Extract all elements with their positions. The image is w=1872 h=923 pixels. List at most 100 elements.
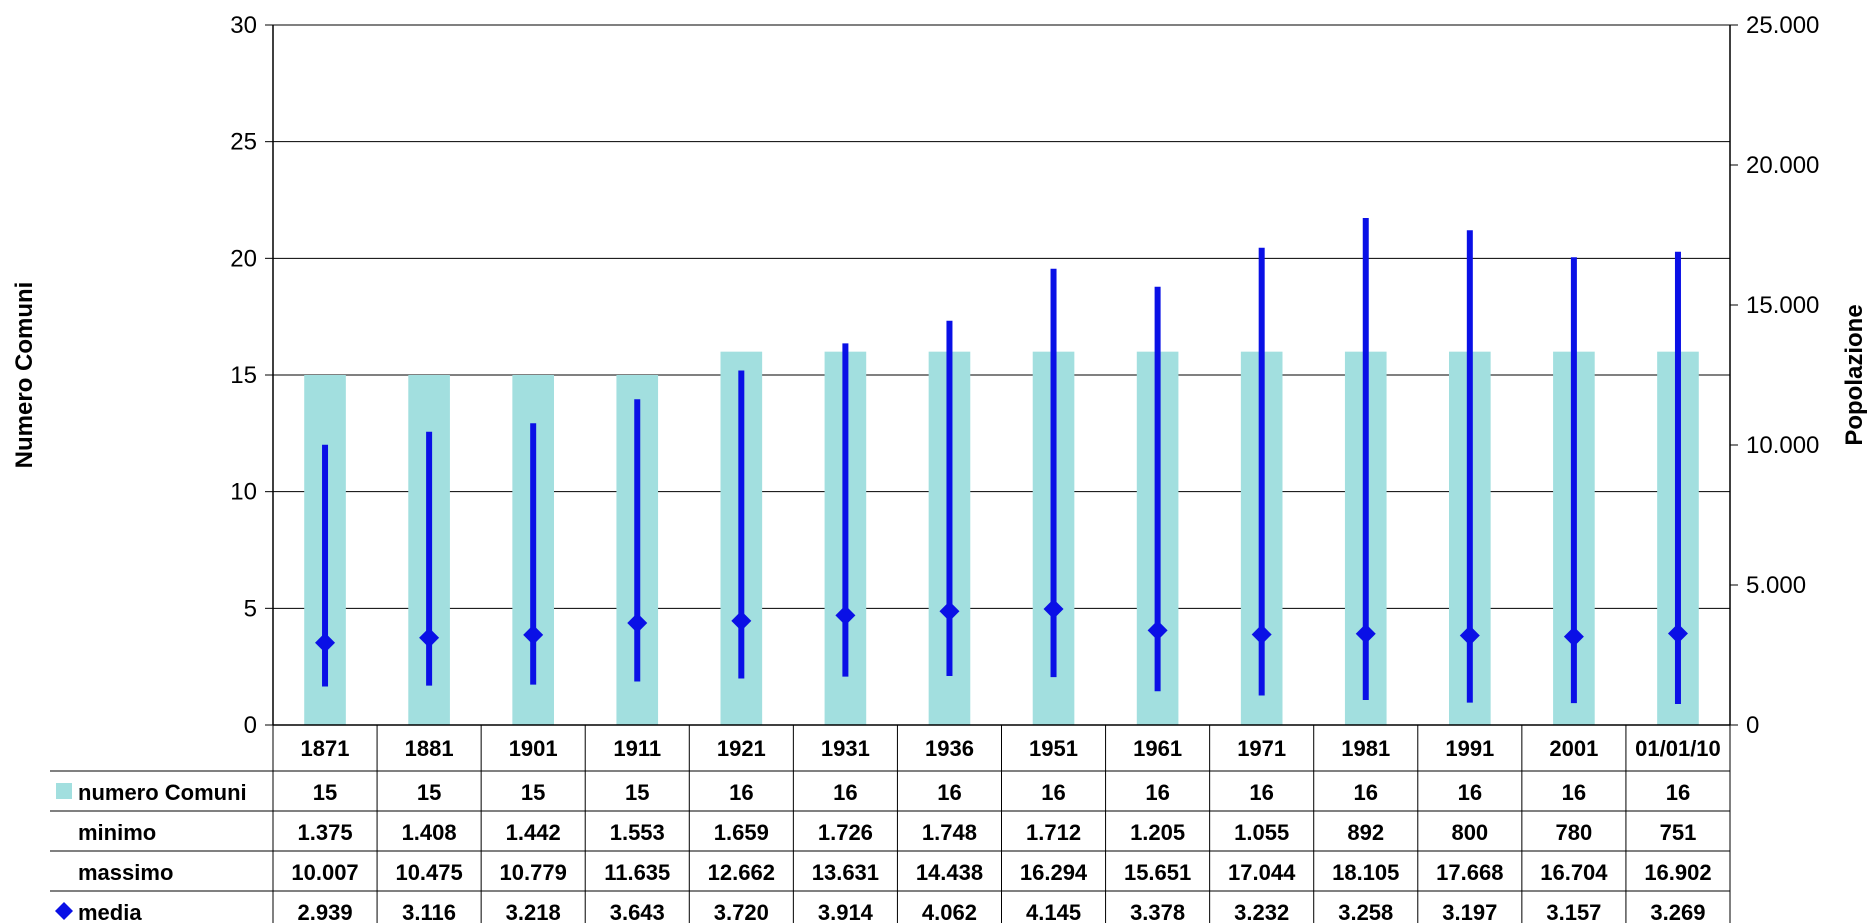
data-label: 16: [729, 780, 753, 805]
data-label: 18.105: [1332, 860, 1399, 885]
series-name: media: [78, 900, 142, 923]
data-label: 15: [417, 780, 441, 805]
axes: 0 5 10 15 20 25 30 0 5.000 10.000 15.000 20.000 25.0…: [230, 12, 1819, 739]
y-tick-label-left: 25: [230, 129, 257, 156]
data-label: 1.726: [818, 820, 873, 845]
data-label: 1.712: [1026, 820, 1081, 845]
media-marker: [1043, 598, 1064, 619]
data-label: 10.475: [395, 860, 462, 885]
data-label: 751: [1660, 820, 1697, 845]
media-marker: [1563, 626, 1584, 647]
bars: [304, 351, 1699, 725]
data-label: 1.205: [1130, 820, 1185, 845]
data-label: 15: [521, 780, 545, 805]
data-label: 1.375: [298, 820, 353, 845]
data-label: 16: [1562, 780, 1586, 805]
data-label: 3.232: [1234, 900, 1289, 923]
y-tick-label-left: 5: [244, 595, 257, 622]
y-tick-label-right: 20.000: [1746, 152, 1819, 179]
data-label: 3.157: [1546, 900, 1601, 923]
media-marker: [1251, 624, 1272, 645]
x-tick-label: 2001: [1549, 736, 1598, 761]
x-tick-label: 1931: [821, 736, 870, 761]
data-label: 16: [1666, 780, 1690, 805]
data-label: 14.438: [916, 860, 983, 885]
data-label: 16: [1354, 780, 1378, 805]
data-label: 4.145: [1026, 900, 1081, 923]
data-label: 800: [1451, 820, 1488, 845]
x-tick-label: 1991: [1445, 736, 1494, 761]
data-label: 1.055: [1234, 820, 1289, 845]
data-label: 16.704: [1540, 860, 1608, 885]
data-label: 3.197: [1442, 900, 1497, 923]
series-name: massimo: [78, 860, 173, 885]
y-tick-label-right: 10.000: [1746, 432, 1819, 459]
data-label: 1.442: [506, 820, 561, 845]
data-label: 1.553: [610, 820, 665, 845]
x-tick-label: 1971: [1237, 736, 1286, 761]
series-name: numero Comuni: [78, 780, 247, 805]
media-marker: [1355, 623, 1376, 644]
data-label: 780: [1556, 820, 1593, 845]
media-marker: [315, 632, 336, 653]
data-label: 3.269: [1650, 900, 1705, 923]
data-label: 3.218: [506, 900, 561, 923]
data-label: 3.914: [818, 900, 874, 923]
data-label: 11.635: [604, 860, 670, 885]
data-label: 10.779: [500, 860, 567, 885]
legend-key-bar: [56, 783, 72, 799]
data-label: 15: [313, 780, 337, 805]
media-marker: [1459, 625, 1480, 646]
media-marker: [731, 610, 752, 631]
x-tick-label: 1901: [509, 736, 558, 761]
data-label: 3.643: [610, 900, 665, 923]
data-label: 2.939: [298, 900, 353, 923]
data-label: 3.720: [714, 900, 769, 923]
y-axis-title-left: Numero Comuni: [11, 282, 38, 469]
data-table: 1871 1881 1901 1911 1921 1931 1936 1951 1961 1971…: [50, 725, 1731, 923]
y-tick-label-right: 5.000: [1746, 572, 1806, 599]
data-label: 16: [833, 780, 857, 805]
x-tick-label: 1981: [1341, 736, 1390, 761]
y-tick-label-left: 30: [230, 12, 257, 39]
media-markers: [315, 598, 1688, 653]
x-tick-label: 1881: [405, 736, 454, 761]
y-tick-label-left: 10: [230, 479, 257, 506]
data-label: 4.062: [922, 900, 977, 923]
data-label: 16: [1145, 780, 1169, 805]
x-tick-label: 1921: [717, 736, 766, 761]
gridlines: [273, 24, 1730, 609]
media-marker: [939, 601, 960, 622]
data-label: 1.748: [922, 820, 977, 845]
data-label: 1.408: [402, 820, 457, 845]
data-label: 16: [1458, 780, 1482, 805]
data-label: 16: [1249, 780, 1273, 805]
data-label: 16: [937, 780, 961, 805]
data-label: 3.378: [1130, 900, 1185, 923]
media-marker: [419, 627, 440, 648]
data-label: 3.258: [1338, 900, 1393, 923]
media-marker: [1147, 620, 1168, 641]
media-marker: [627, 612, 648, 633]
data-label: 3.116: [402, 900, 456, 923]
y-tick-label-left: 15: [230, 362, 257, 389]
data-label: 1.659: [714, 820, 769, 845]
data-label: 17.044: [1228, 860, 1296, 885]
y-tick-label-right: 0: [1746, 712, 1759, 739]
data-label: 12.662: [708, 860, 775, 885]
data-label: 15.651: [1124, 860, 1191, 885]
media-marker: [1667, 623, 1688, 644]
data-label: 892: [1347, 820, 1384, 845]
x-tick-label: 1951: [1029, 736, 1078, 761]
x-tick-label: 1961: [1133, 736, 1182, 761]
legend-key-media: [55, 902, 73, 920]
x-tick-label: 1871: [301, 736, 350, 761]
y-tick-label-right: 15.000: [1746, 292, 1819, 319]
data-label: 16: [1041, 780, 1065, 805]
x-tick-label: 01/01/10: [1635, 736, 1721, 761]
data-label: 13.631: [812, 860, 879, 885]
y-tick-label-right: 25.000: [1746, 12, 1819, 39]
media-marker: [523, 624, 544, 645]
x-tick-label: 1936: [925, 736, 974, 761]
